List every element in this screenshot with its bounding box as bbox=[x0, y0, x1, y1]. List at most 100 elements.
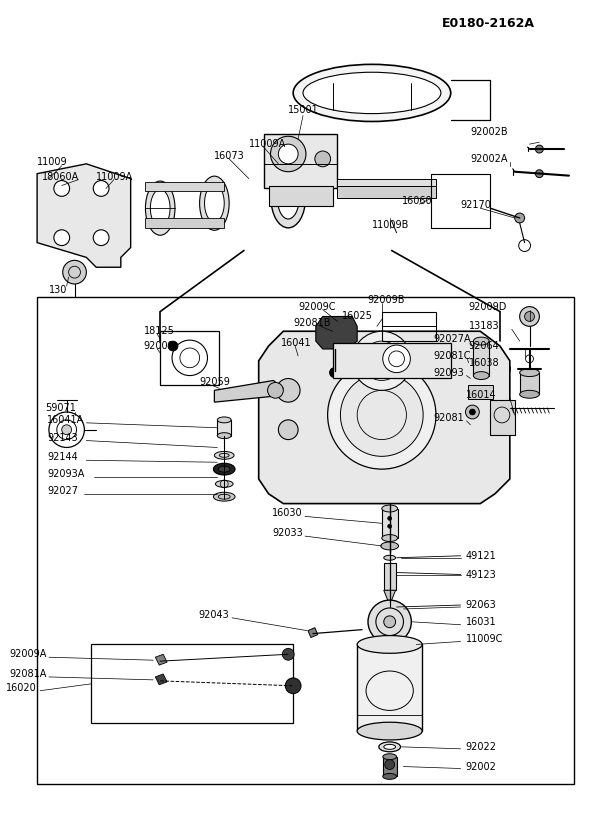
Ellipse shape bbox=[218, 466, 230, 472]
Circle shape bbox=[383, 345, 411, 373]
Text: 16060: 16060 bbox=[401, 196, 432, 206]
Circle shape bbox=[93, 181, 109, 196]
Ellipse shape bbox=[293, 64, 451, 121]
Ellipse shape bbox=[271, 169, 306, 228]
Bar bbox=[160, 332, 219, 385]
Text: 18060A: 18060A bbox=[42, 172, 79, 182]
Polygon shape bbox=[308, 628, 318, 638]
Bar bbox=[37, 297, 574, 785]
Circle shape bbox=[63, 261, 86, 284]
Polygon shape bbox=[155, 654, 167, 665]
Ellipse shape bbox=[381, 542, 398, 550]
Ellipse shape bbox=[384, 744, 395, 749]
Ellipse shape bbox=[150, 190, 170, 227]
Circle shape bbox=[93, 230, 109, 246]
Bar bbox=[468, 385, 493, 399]
Polygon shape bbox=[214, 380, 283, 402]
Text: 11009B: 11009B bbox=[372, 220, 409, 230]
Circle shape bbox=[526, 355, 533, 363]
Text: 16041: 16041 bbox=[281, 338, 312, 348]
Ellipse shape bbox=[368, 640, 411, 648]
Circle shape bbox=[384, 616, 395, 628]
Ellipse shape bbox=[383, 606, 396, 612]
Bar bbox=[333, 343, 451, 378]
Text: 92009C: 92009C bbox=[298, 302, 336, 312]
Text: 92093: 92093 bbox=[433, 368, 464, 378]
Text: 16030: 16030 bbox=[273, 508, 303, 518]
Ellipse shape bbox=[364, 638, 415, 651]
Ellipse shape bbox=[217, 417, 231, 423]
Circle shape bbox=[54, 181, 70, 196]
Ellipse shape bbox=[215, 480, 233, 488]
Bar bbox=[384, 563, 395, 590]
Ellipse shape bbox=[383, 754, 396, 760]
Bar bbox=[146, 182, 224, 191]
Polygon shape bbox=[316, 317, 357, 349]
Text: 49121: 49121 bbox=[466, 551, 496, 561]
Text: 11009: 11009 bbox=[37, 157, 68, 167]
Text: 130: 130 bbox=[49, 285, 67, 295]
Circle shape bbox=[388, 524, 392, 528]
Text: 13183: 13183 bbox=[468, 321, 499, 332]
Ellipse shape bbox=[214, 463, 235, 475]
Text: 92009: 92009 bbox=[143, 341, 174, 351]
Ellipse shape bbox=[303, 73, 441, 114]
Ellipse shape bbox=[379, 742, 401, 752]
Text: 92081B: 92081B bbox=[293, 318, 330, 328]
Circle shape bbox=[277, 379, 300, 402]
Text: 92002A: 92002A bbox=[470, 154, 508, 164]
Circle shape bbox=[466, 405, 479, 419]
Text: 92002: 92002 bbox=[466, 761, 496, 771]
Ellipse shape bbox=[199, 177, 229, 230]
Text: 92143: 92143 bbox=[47, 432, 78, 443]
Bar bbox=[490, 400, 514, 435]
Text: 92043: 92043 bbox=[198, 610, 229, 620]
Text: 16020: 16020 bbox=[6, 683, 37, 693]
Polygon shape bbox=[37, 164, 130, 267]
Ellipse shape bbox=[382, 505, 398, 512]
Text: 16031: 16031 bbox=[466, 617, 496, 627]
Bar bbox=[337, 186, 436, 198]
Circle shape bbox=[536, 170, 543, 177]
Ellipse shape bbox=[205, 185, 224, 222]
Ellipse shape bbox=[217, 432, 231, 439]
Bar bbox=[357, 644, 422, 731]
Ellipse shape bbox=[473, 371, 489, 380]
Bar bbox=[383, 757, 396, 776]
Circle shape bbox=[520, 307, 539, 327]
Text: 92022: 92022 bbox=[466, 742, 497, 752]
Bar bbox=[382, 508, 398, 538]
Bar bbox=[268, 186, 333, 206]
Text: 11009C: 11009C bbox=[466, 634, 503, 644]
Circle shape bbox=[168, 341, 178, 351]
Text: 49123: 49123 bbox=[466, 569, 496, 579]
Text: 92027: 92027 bbox=[47, 486, 78, 496]
Circle shape bbox=[536, 145, 543, 153]
Text: 16025: 16025 bbox=[342, 312, 373, 322]
Circle shape bbox=[514, 213, 525, 223]
Text: 92033: 92033 bbox=[272, 528, 303, 538]
Circle shape bbox=[315, 151, 330, 167]
Text: 92144: 92144 bbox=[47, 452, 78, 462]
Ellipse shape bbox=[357, 722, 422, 740]
Text: 92081C: 92081C bbox=[433, 351, 470, 361]
Bar bbox=[473, 341, 489, 375]
Ellipse shape bbox=[214, 451, 234, 460]
Text: 92059: 92059 bbox=[199, 378, 231, 388]
Ellipse shape bbox=[146, 181, 175, 235]
Bar bbox=[217, 420, 231, 436]
Polygon shape bbox=[155, 674, 167, 685]
Text: 11009A: 11009A bbox=[96, 172, 133, 182]
Circle shape bbox=[62, 425, 71, 435]
Circle shape bbox=[286, 678, 301, 694]
Ellipse shape bbox=[520, 390, 539, 398]
Text: 11009A: 11009A bbox=[249, 139, 286, 149]
Text: 92064: 92064 bbox=[468, 341, 499, 351]
Circle shape bbox=[327, 361, 436, 469]
Ellipse shape bbox=[473, 337, 489, 345]
Circle shape bbox=[368, 600, 411, 644]
Ellipse shape bbox=[383, 774, 396, 780]
Bar bbox=[382, 312, 436, 341]
Text: 15001: 15001 bbox=[288, 105, 319, 115]
Ellipse shape bbox=[277, 177, 299, 219]
